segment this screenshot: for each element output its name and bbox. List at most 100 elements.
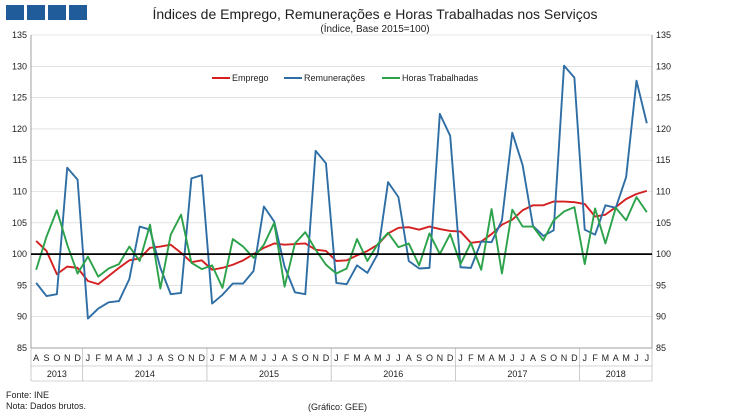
year-label: 2015: [259, 369, 279, 379]
y-tick-label-right: 95: [656, 280, 666, 290]
x-tick-label: S: [292, 353, 298, 363]
x-tick-label: O: [426, 353, 433, 363]
x-tick-label: N: [312, 353, 319, 363]
series-line-horas-trabalhadas: [35, 196, 648, 290]
logo: [6, 5, 87, 20]
chart-subtitle: (Índice, Base 2015=100): [320, 24, 430, 35]
y-tick-label-left: 85: [17, 343, 27, 353]
y-tick-label-right: 90: [656, 312, 666, 322]
x-tick-label: N: [437, 353, 444, 363]
x-tick-label: A: [282, 353, 288, 363]
logo-square: [27, 5, 45, 20]
x-tick-label: M: [105, 353, 113, 363]
y-tick-label-right: 120: [656, 124, 671, 134]
logo-square: [48, 5, 66, 20]
x-tick-label: A: [33, 353, 39, 363]
y-tick-label-left: 100: [12, 249, 27, 259]
x-tick-label: J: [272, 353, 277, 363]
x-tick-label: M: [477, 353, 485, 363]
x-tick-label: M: [498, 353, 506, 363]
logo-square: [6, 5, 24, 20]
x-tick-label: J: [210, 353, 215, 363]
y-tick-label-left: 90: [17, 312, 27, 322]
x-tick-label: D: [323, 353, 330, 363]
x-tick-label: M: [602, 353, 610, 363]
y-tick-label-left: 130: [12, 61, 27, 71]
x-tick-label: N: [64, 353, 71, 363]
y-tick-label-left: 105: [12, 218, 27, 228]
chart-credit: (Gráfico: GEE): [308, 402, 368, 412]
x-tick-label: J: [396, 353, 401, 363]
logo-square: [69, 5, 87, 20]
y-tick-label-right: 110: [656, 187, 670, 197]
y-tick-label-left: 110: [13, 187, 27, 197]
x-tick-label: D: [199, 353, 206, 363]
x-tick-label: J: [520, 353, 525, 363]
x-tick-label: A: [489, 353, 495, 363]
x-tick-label: M: [374, 353, 382, 363]
x-tick-label: F: [220, 353, 226, 363]
year-label: 2014: [135, 369, 155, 379]
x-tick-label: O: [550, 353, 557, 363]
x-tick-label: J: [86, 353, 91, 363]
x-tick-label: D: [74, 353, 81, 363]
x-tick-label: M: [250, 353, 258, 363]
x-tick-label: F: [468, 353, 474, 363]
x-tick-label: A: [157, 353, 163, 363]
y-tick-label-left: 95: [17, 280, 27, 290]
x-tick-label: J: [645, 353, 650, 363]
y-tick-label-right: 130: [656, 61, 671, 71]
x-tick-label: N: [561, 353, 568, 363]
x-tick-label: A: [530, 353, 536, 363]
x-tick-label: O: [302, 353, 309, 363]
x-tick-label: F: [592, 353, 598, 363]
y-tick-label-right: 125: [656, 93, 671, 103]
legend-label: Horas Trabalhadas: [402, 73, 479, 83]
y-tick-label-right: 85: [656, 343, 666, 353]
x-tick-label: S: [540, 353, 546, 363]
x-tick-label: N: [188, 353, 195, 363]
year-label: 2016: [383, 369, 403, 379]
x-tick-label: S: [168, 353, 174, 363]
x-tick-label: O: [53, 353, 60, 363]
x-tick-label: M: [126, 353, 134, 363]
x-tick-label: A: [613, 353, 619, 363]
x-tick-label: J: [334, 353, 339, 363]
legend-label: Remunerações: [304, 73, 366, 83]
year-label: 2017: [507, 369, 527, 379]
x-tick-label: J: [386, 353, 391, 363]
x-tick-label: A: [406, 353, 412, 363]
y-tick-label-right: 105: [656, 218, 671, 228]
x-tick-label: J: [148, 353, 153, 363]
x-tick-label: D: [447, 353, 454, 363]
x-tick-label: M: [229, 353, 237, 363]
x-tick-label: A: [116, 353, 122, 363]
year-label: 2018: [606, 369, 626, 379]
x-tick-label: M: [353, 353, 361, 363]
x-tick-label: A: [364, 353, 370, 363]
data-note: Nota: Dados brutos.: [6, 401, 87, 411]
year-label: 2013: [47, 369, 67, 379]
x-tick-label: J: [510, 353, 515, 363]
y-tick-label-left: 115: [13, 155, 27, 165]
x-tick-label: S: [44, 353, 50, 363]
x-tick-label: J: [262, 353, 267, 363]
x-tick-label: O: [178, 353, 185, 363]
x-tick-label: J: [634, 353, 639, 363]
y-tick-label-left: 120: [12, 124, 27, 134]
x-tick-label: J: [582, 353, 587, 363]
x-tick-label: F: [96, 353, 102, 363]
x-tick-label: A: [240, 353, 246, 363]
y-tick-label-right: 115: [656, 155, 670, 165]
x-tick-label: J: [458, 353, 463, 363]
x-tick-label: S: [416, 353, 422, 363]
source-note: Fonte: INE: [6, 390, 50, 400]
x-tick-label: D: [571, 353, 578, 363]
x-tick-label: J: [137, 353, 142, 363]
series-line-remunera-es: [35, 64, 648, 320]
x-tick-label: F: [344, 353, 350, 363]
y-tick-label-left: 125: [12, 93, 27, 103]
y-tick-label-right: 100: [656, 249, 671, 259]
y-tick-label-left: 135: [12, 30, 27, 40]
